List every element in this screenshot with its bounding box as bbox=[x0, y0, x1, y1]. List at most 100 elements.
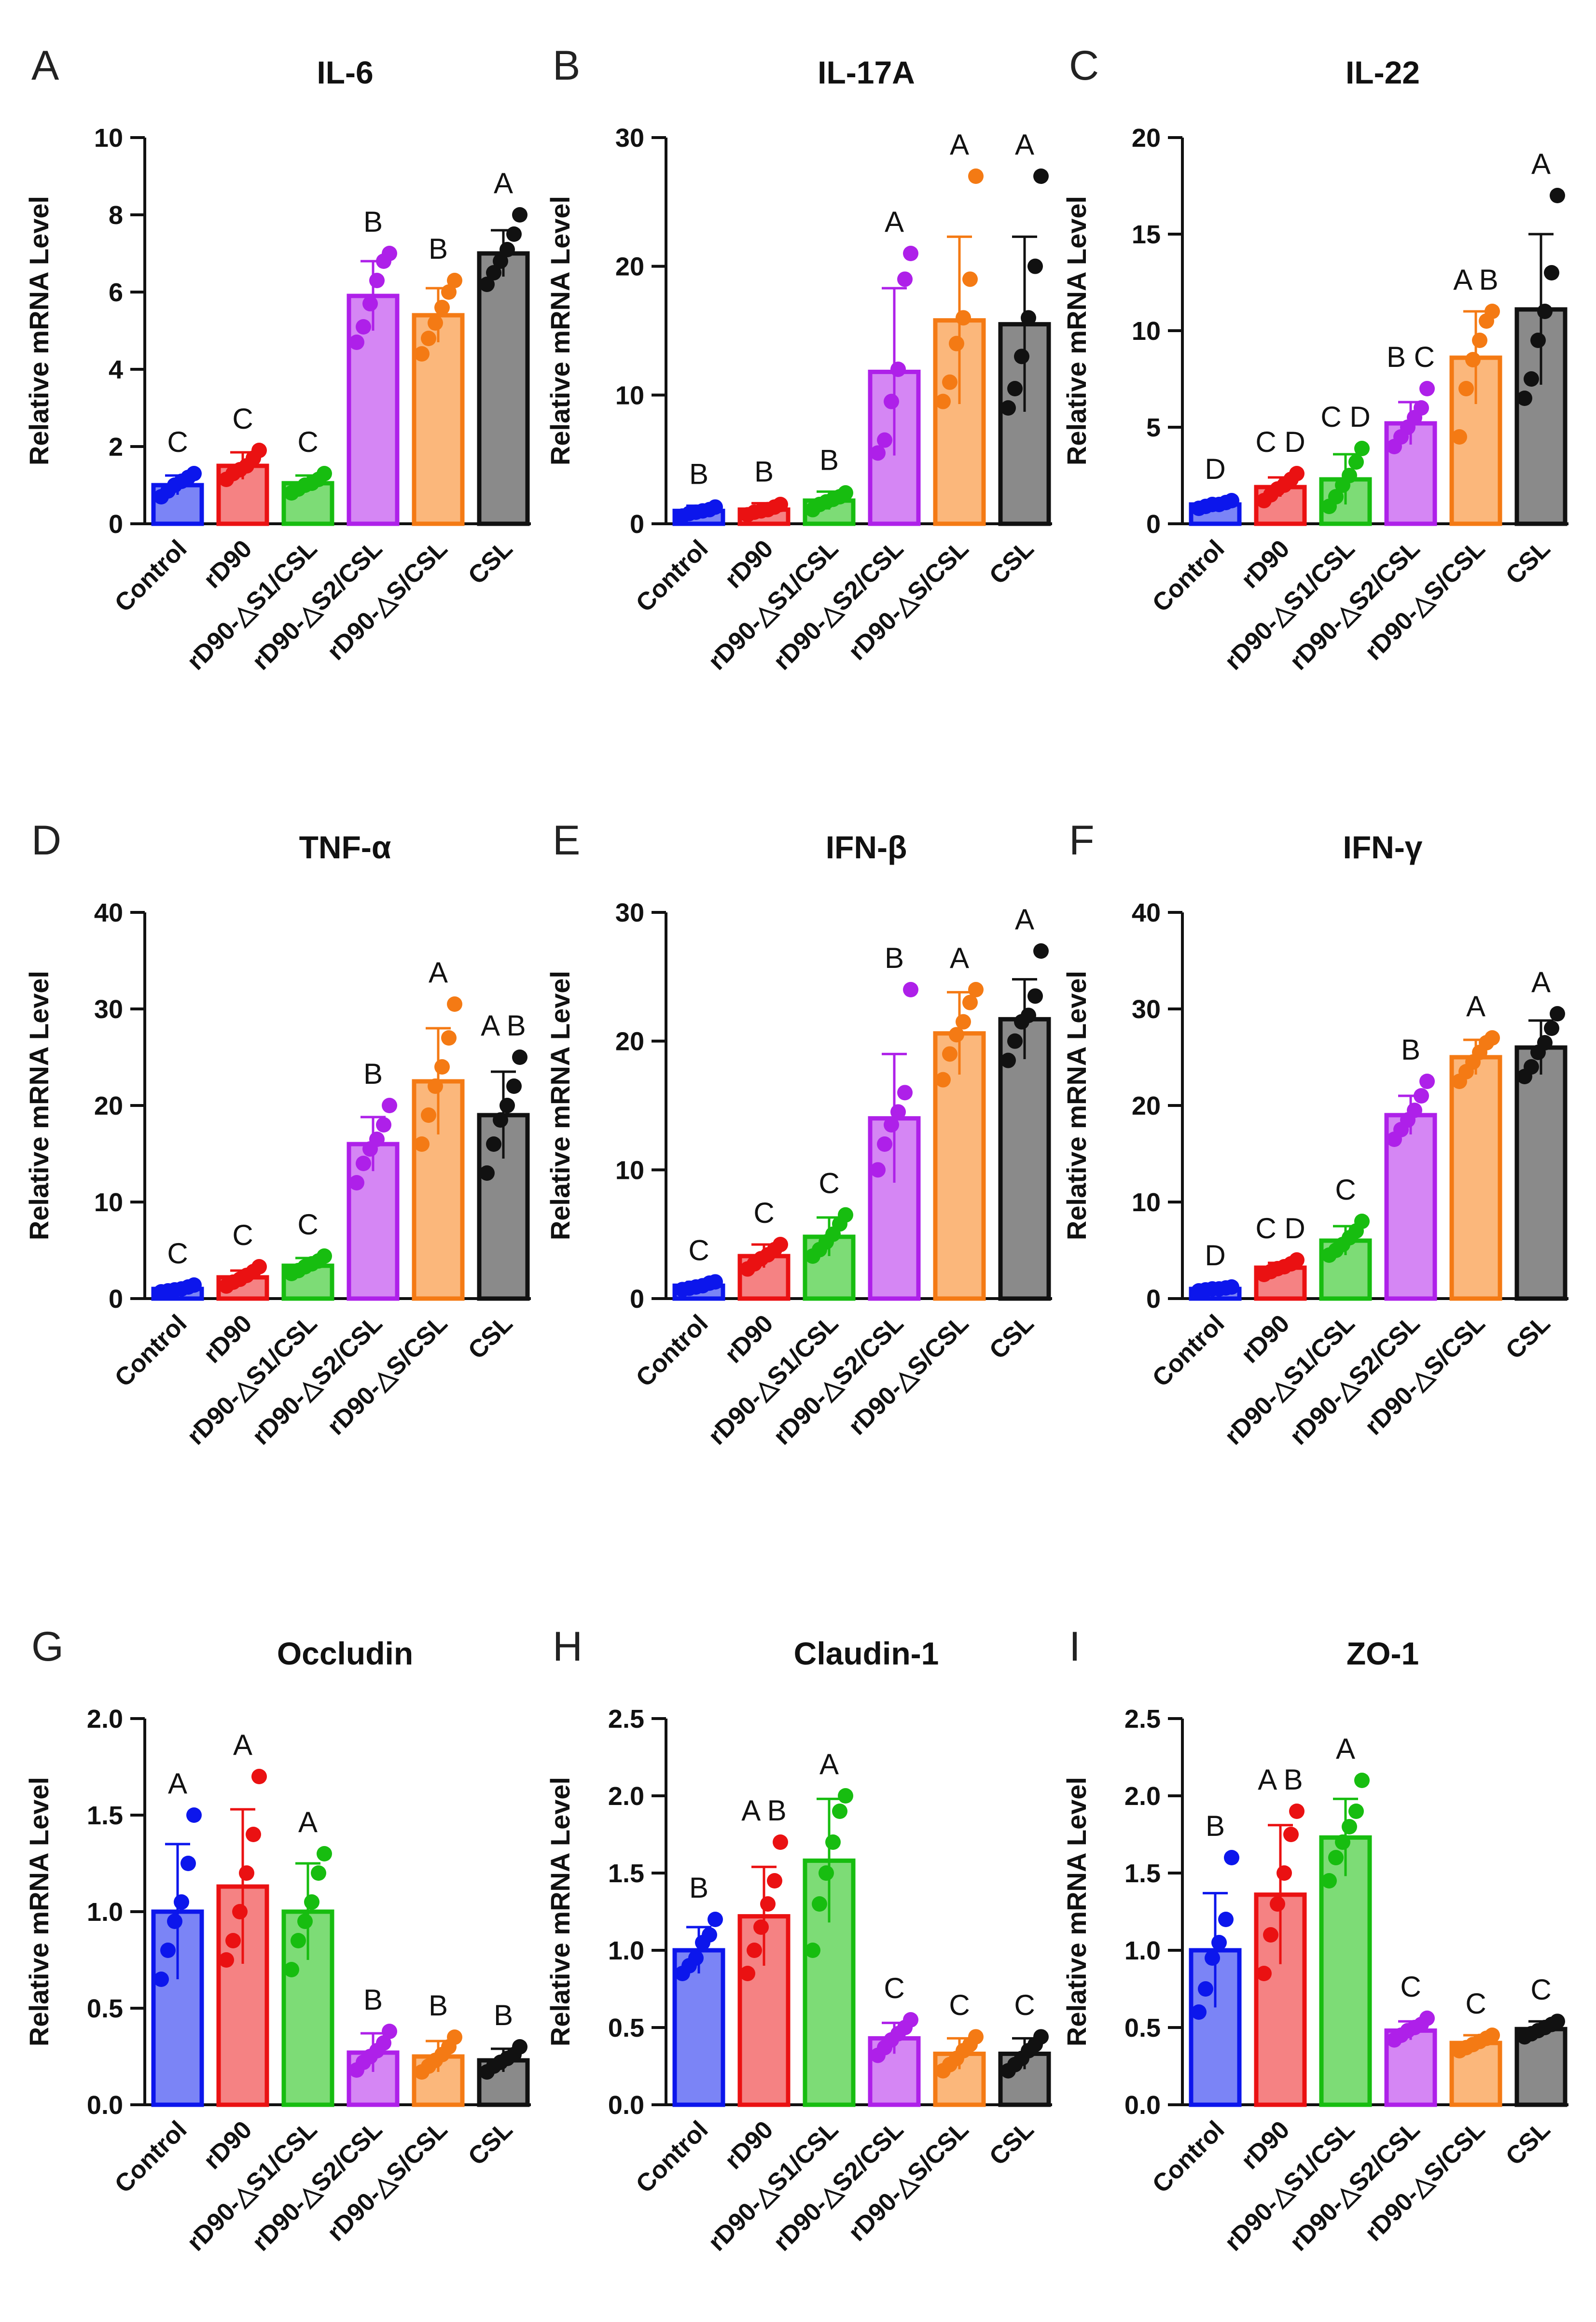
panel-label: H bbox=[553, 1623, 583, 1670]
data-point bbox=[1270, 1896, 1285, 1912]
y-tick-label: 0 bbox=[1146, 510, 1161, 539]
significance-letter: C bbox=[297, 426, 318, 458]
data-point bbox=[1033, 168, 1049, 184]
y-tick-label: 10 bbox=[94, 1188, 123, 1217]
x-tick-label: CSL bbox=[984, 2115, 1040, 2171]
data-point bbox=[1328, 1850, 1344, 1865]
significance-letter: C bbox=[819, 1167, 839, 1200]
data-point bbox=[428, 315, 443, 331]
data-point bbox=[349, 335, 364, 350]
data-point bbox=[903, 2012, 918, 2028]
data-point bbox=[362, 296, 378, 311]
y-tick-label: 0.0 bbox=[87, 2091, 123, 2120]
y-tick-label: 30 bbox=[1132, 995, 1161, 1024]
data-point bbox=[1550, 1006, 1565, 1021]
significance-letter: A bbox=[1531, 966, 1551, 998]
x-tick-label: CSL bbox=[463, 534, 518, 590]
significance-letter: D bbox=[1205, 1239, 1225, 1272]
significance-letter: C bbox=[884, 1972, 904, 2004]
data-point bbox=[942, 374, 958, 390]
data-point bbox=[251, 443, 267, 458]
panel-i: I ZO-1 Relative mRNA Level 0.0 0.5 1.0 1.5 2.0 2… bbox=[1061, 1623, 1568, 2257]
data-point bbox=[1224, 1850, 1239, 1865]
significance-letter: B bbox=[494, 1999, 513, 2031]
data-point bbox=[1263, 1927, 1278, 1943]
data-point bbox=[1472, 333, 1487, 348]
data-point bbox=[1000, 400, 1016, 416]
y-axis-label: Relative mRNA Level bbox=[545, 1777, 575, 2046]
significance-letter: A B bbox=[481, 1009, 526, 1042]
panel-f: F IFN-γ Relative mRNA Level 0 10 20 30 40 D Contr… bbox=[1061, 817, 1568, 1451]
y-tick-label: 40 bbox=[1132, 898, 1161, 927]
data-point bbox=[773, 497, 788, 512]
x-tick-label: Control bbox=[110, 534, 193, 617]
data-point bbox=[1205, 1950, 1220, 1966]
data-point bbox=[232, 1904, 248, 1919]
significance-letter: C D bbox=[1255, 426, 1305, 458]
panel-g: G Occludin Relative mRNA Level 0.0 0.5 1.0 1.5… bbox=[24, 1623, 531, 2257]
significance-letter: B bbox=[1401, 1034, 1420, 1066]
data-point bbox=[251, 1769, 267, 1784]
y-tick-label: 30 bbox=[615, 124, 644, 153]
panel-label: A bbox=[31, 42, 59, 89]
y-tick-label: 0 bbox=[1146, 1285, 1161, 1314]
significance-letter: B bbox=[363, 206, 383, 238]
data-point bbox=[890, 1104, 906, 1120]
data-point bbox=[1465, 352, 1481, 367]
data-point bbox=[356, 319, 371, 335]
significance-letter: C D bbox=[1255, 1212, 1305, 1245]
data-point bbox=[186, 1807, 202, 1823]
data-point bbox=[479, 277, 495, 292]
data-point bbox=[447, 273, 462, 288]
data-point bbox=[1517, 391, 1532, 406]
significance-letter: A bbox=[1015, 128, 1034, 161]
data-point bbox=[1407, 1103, 1422, 1118]
data-point bbox=[376, 1117, 391, 1133]
data-point bbox=[421, 331, 436, 346]
data-point bbox=[773, 1834, 788, 1850]
data-point bbox=[1524, 371, 1539, 387]
chart-title: TNF-α bbox=[299, 829, 391, 865]
data-point bbox=[1348, 1804, 1364, 1819]
significance-letter: B bbox=[1206, 1810, 1225, 1842]
data-point bbox=[805, 1943, 820, 1958]
y-tick-label: 15 bbox=[1132, 220, 1161, 249]
data-point bbox=[708, 499, 723, 515]
significance-letter: C bbox=[297, 1208, 318, 1241]
data-point bbox=[186, 466, 202, 481]
data-point bbox=[1524, 1059, 1539, 1075]
y-axis-label: Relative mRNA Level bbox=[24, 1777, 54, 2046]
y-axis-label: Relative mRNA Level bbox=[1061, 971, 1092, 1240]
data-point bbox=[1224, 1279, 1239, 1295]
x-tick-label: CSL bbox=[463, 1309, 518, 1365]
panel-e: E IFN-β Relative mRNA Level 0 10 20 30 C Control… bbox=[545, 817, 1052, 1451]
data-point bbox=[753, 1919, 769, 1935]
x-tick-label: Control bbox=[1147, 534, 1230, 617]
y-tick-label: 10 bbox=[615, 1156, 644, 1185]
data-point bbox=[956, 310, 971, 326]
data-point bbox=[1530, 333, 1546, 348]
y-tick-label: 1.0 bbox=[1124, 1936, 1161, 1965]
data-point bbox=[506, 226, 522, 242]
y-tick-label: 0 bbox=[109, 1285, 123, 1314]
data-point bbox=[708, 1912, 723, 1927]
significance-letter: A bbox=[233, 1729, 252, 1761]
data-point bbox=[414, 346, 430, 362]
data-point bbox=[968, 2029, 984, 2045]
x-tick-label: Control bbox=[110, 1309, 193, 1392]
data-point bbox=[1256, 1966, 1272, 1981]
bar bbox=[1514, 307, 1568, 526]
panel-c: C IL-22 Relative mRNA Level 0 5 10 15 20 D Contro… bbox=[1061, 42, 1568, 676]
significance-letter: A bbox=[1336, 1733, 1355, 1765]
data-point bbox=[1342, 468, 1357, 483]
significance-letter: A B bbox=[741, 1794, 786, 1827]
data-point bbox=[1348, 454, 1364, 470]
x-tick-label: rD90 bbox=[720, 1309, 779, 1369]
data-point bbox=[956, 1014, 971, 1030]
y-tick-label: 10 bbox=[1132, 1188, 1161, 1217]
data-point bbox=[186, 1277, 202, 1293]
y-tick-label: 4 bbox=[109, 355, 123, 384]
data-point bbox=[1550, 2014, 1565, 2029]
x-tick-label: Control bbox=[110, 2115, 193, 2198]
data-point bbox=[1198, 1981, 1213, 1997]
